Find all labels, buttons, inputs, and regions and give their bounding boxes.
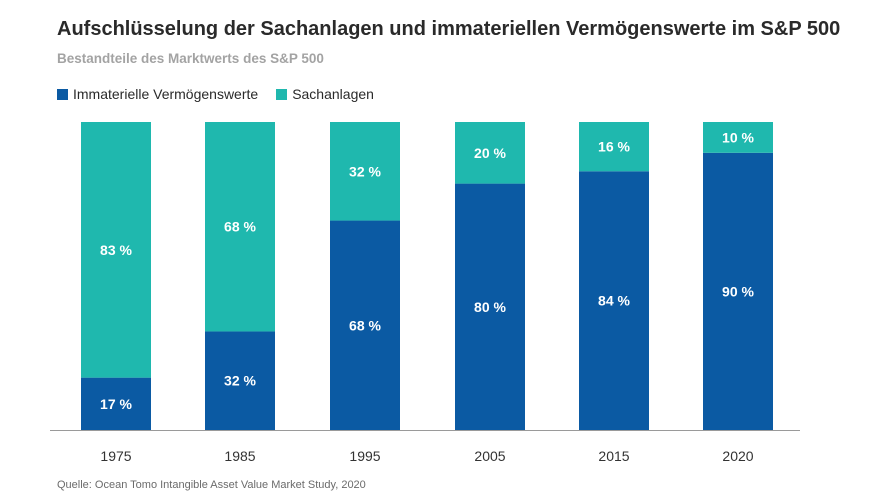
bar-label-intangible-1975: 17 % bbox=[100, 396, 132, 412]
legend: Immaterielle Vermögenswerte Sachanlagen bbox=[57, 86, 392, 102]
bar-label-intangible-2020: 90 % bbox=[722, 283, 754, 299]
chart-title: Aufschlüsselung der Sachanlagen und imma… bbox=[57, 18, 841, 40]
bar-label-intangible-2015: 84 % bbox=[598, 293, 630, 309]
legend-label-intangible: Immaterielle Vermögenswerte bbox=[73, 86, 259, 102]
bar-tangible-1985 bbox=[205, 122, 275, 332]
chart-subtitle: Bestandteile des Marktwerts des S&P 500 bbox=[57, 51, 324, 66]
x-tick-label-2015: 2015 bbox=[598, 448, 629, 464]
bar-label-intangible-1985: 32 % bbox=[224, 373, 256, 389]
x-tick-label-2005: 2005 bbox=[474, 448, 505, 464]
bar-label-tangible-1975: 83 % bbox=[100, 242, 132, 258]
bar-tangible-2005 bbox=[455, 122, 525, 184]
bar-intangible-1975 bbox=[81, 377, 151, 430]
x-tick-label-2020: 2020 bbox=[722, 448, 753, 464]
bar-intangible-2020 bbox=[703, 152, 773, 431]
legend-item-intangible: Immaterielle Vermögenswerte bbox=[57, 86, 258, 102]
bar-intangible-2015 bbox=[579, 171, 649, 430]
legend-item-tangible: Sachanlagen bbox=[276, 86, 374, 102]
bar-label-tangible-2020: 10 % bbox=[722, 129, 754, 145]
bar-label-tangible-2005: 20 % bbox=[474, 145, 506, 161]
x-tick-label-1985: 1985 bbox=[224, 448, 255, 464]
x-tick-label-1995: 1995 bbox=[349, 448, 380, 464]
bar-label-tangible-2015: 16 % bbox=[598, 139, 630, 155]
bar-tangible-2020 bbox=[703, 122, 773, 153]
legend-swatch-intangible bbox=[57, 88, 68, 100]
bar-intangible-2005 bbox=[455, 183, 525, 430]
legend-label-tangible: Sachanlagen bbox=[292, 86, 374, 102]
source-note: Quelle: Ocean Tomo Intangible Asset Valu… bbox=[57, 479, 366, 491]
bar-intangible-1985 bbox=[205, 331, 275, 430]
bar-intangible-1995 bbox=[330, 220, 400, 430]
x-tick-label-1975: 1975 bbox=[100, 448, 131, 464]
bar-tangible-1995 bbox=[330, 122, 400, 221]
bar-label-intangible-2005: 80 % bbox=[474, 299, 506, 315]
bar-tangible-2015 bbox=[579, 122, 649, 172]
bar-tangible-1975 bbox=[81, 122, 151, 378]
bar-label-tangible-1995: 32 % bbox=[349, 163, 381, 179]
bar-label-intangible-1995: 68 % bbox=[349, 317, 381, 333]
bar-label-tangible-1985: 68 % bbox=[224, 219, 256, 235]
legend-swatch-tangible bbox=[276, 88, 288, 100]
